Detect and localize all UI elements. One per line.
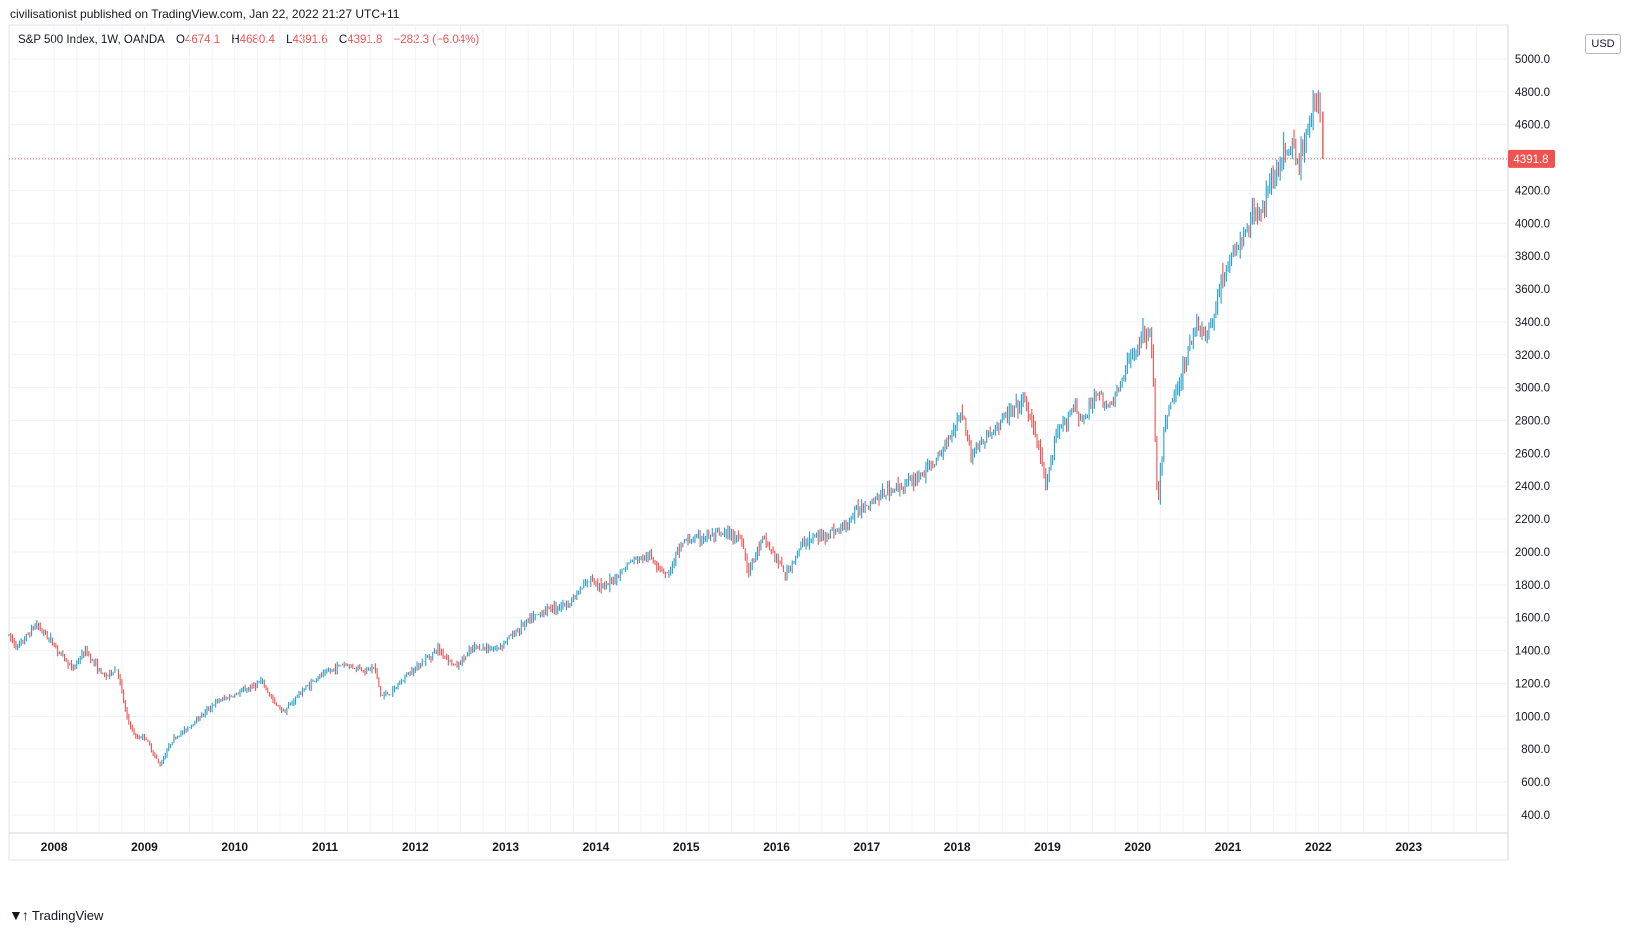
price-tick-label: 3000.0 xyxy=(1515,383,1550,395)
price-tick-label: 3400.0 xyxy=(1515,317,1550,329)
year-tick-label: 2017 xyxy=(854,840,881,854)
open-value: 4674.1 xyxy=(184,34,221,46)
year-tick-label: 2008 xyxy=(41,840,68,854)
attribution-text: civilisationist published on TradingView… xyxy=(10,7,400,21)
price-tick-label: 800.0 xyxy=(1521,744,1550,756)
price-tick-label: 1200.0 xyxy=(1515,678,1550,690)
price-tick-label: 2000.0 xyxy=(1515,547,1550,559)
year-tick-label: 2022 xyxy=(1305,840,1332,854)
price-tick-label: 4800.0 xyxy=(1515,87,1550,99)
year-tick-label: 2019 xyxy=(1034,840,1061,854)
price-axis[interactable]: 400.0 600.0 800.0 1000.0 1200.0 1400.0 1600.0 1… xyxy=(1515,54,1550,822)
candle-series xyxy=(8,90,1324,767)
last-price-tag-text: 4391.8 xyxy=(1513,154,1548,166)
price-tick-label: 2400.0 xyxy=(1515,481,1550,493)
price-tick-label: 1600.0 xyxy=(1515,613,1550,625)
year-tick-label: 2011 xyxy=(312,840,338,854)
year-tick-label: 2009 xyxy=(131,840,158,854)
year-tick-label: 2012 xyxy=(402,840,429,854)
price-tick-label: 3800.0 xyxy=(1515,251,1550,263)
symbol-label[interactable]: S&P 500 Index, 1W, OANDA xyxy=(18,34,165,46)
time-axis[interactable]: 2008 2009 2010 2011 2012 2013 2014 2015 2016 2017… xyxy=(41,840,1423,854)
low-label: L xyxy=(286,34,293,46)
price-tick-label: 3200.0 xyxy=(1515,350,1550,362)
price-tick-label: 2600.0 xyxy=(1515,448,1550,460)
year-tick-label: 2023 xyxy=(1395,840,1422,854)
close-value: 4391.8 xyxy=(347,34,383,46)
open-label: O xyxy=(176,34,185,46)
grid-lines xyxy=(8,24,1509,861)
high-label: H xyxy=(231,34,240,46)
price-tick-label: 4000.0 xyxy=(1515,218,1550,230)
currency-button[interactable]: USD xyxy=(1585,34,1621,54)
year-tick-label: 2014 xyxy=(583,840,610,854)
price-tick-label: 4200.0 xyxy=(1515,185,1550,197)
low-value: 4391.6 xyxy=(292,34,328,46)
tradingview-logo[interactable]: ▼↑ TradingView xyxy=(9,907,103,923)
year-tick-label: 2010 xyxy=(221,840,248,854)
price-tick-label: 3600.0 xyxy=(1515,284,1550,296)
price-tick-label: 2200.0 xyxy=(1515,514,1550,526)
year-tick-label: 2021 xyxy=(1215,840,1242,854)
price-tick-label: 600.0 xyxy=(1521,777,1550,789)
close-label: C xyxy=(338,34,348,46)
price-tick-label: 400.0 xyxy=(1521,810,1550,822)
last-price-tag: 4391.8 xyxy=(1508,149,1555,168)
year-tick-label: 2015 xyxy=(673,840,700,854)
year-tick-label: 2013 xyxy=(492,840,519,854)
year-tick-label: 2020 xyxy=(1124,840,1151,854)
tradingview-logo-text: TradingView xyxy=(31,907,104,923)
tradingview-logo-icon: ▼↑ xyxy=(9,907,29,923)
year-tick-label: 2016 xyxy=(763,840,790,854)
price-tick-label: 5000.0 xyxy=(1515,54,1550,66)
price-tick-label: 2800.0 xyxy=(1515,415,1550,427)
last-price-tag-bg xyxy=(1508,149,1555,168)
price-tick-label: 4600.0 xyxy=(1515,120,1550,132)
price-tick-label: 1000.0 xyxy=(1515,711,1550,723)
year-tick-label: 2018 xyxy=(944,840,971,854)
price-tick-label: 1400.0 xyxy=(1515,646,1550,658)
price-tick-label: 1800.0 xyxy=(1515,580,1550,592)
